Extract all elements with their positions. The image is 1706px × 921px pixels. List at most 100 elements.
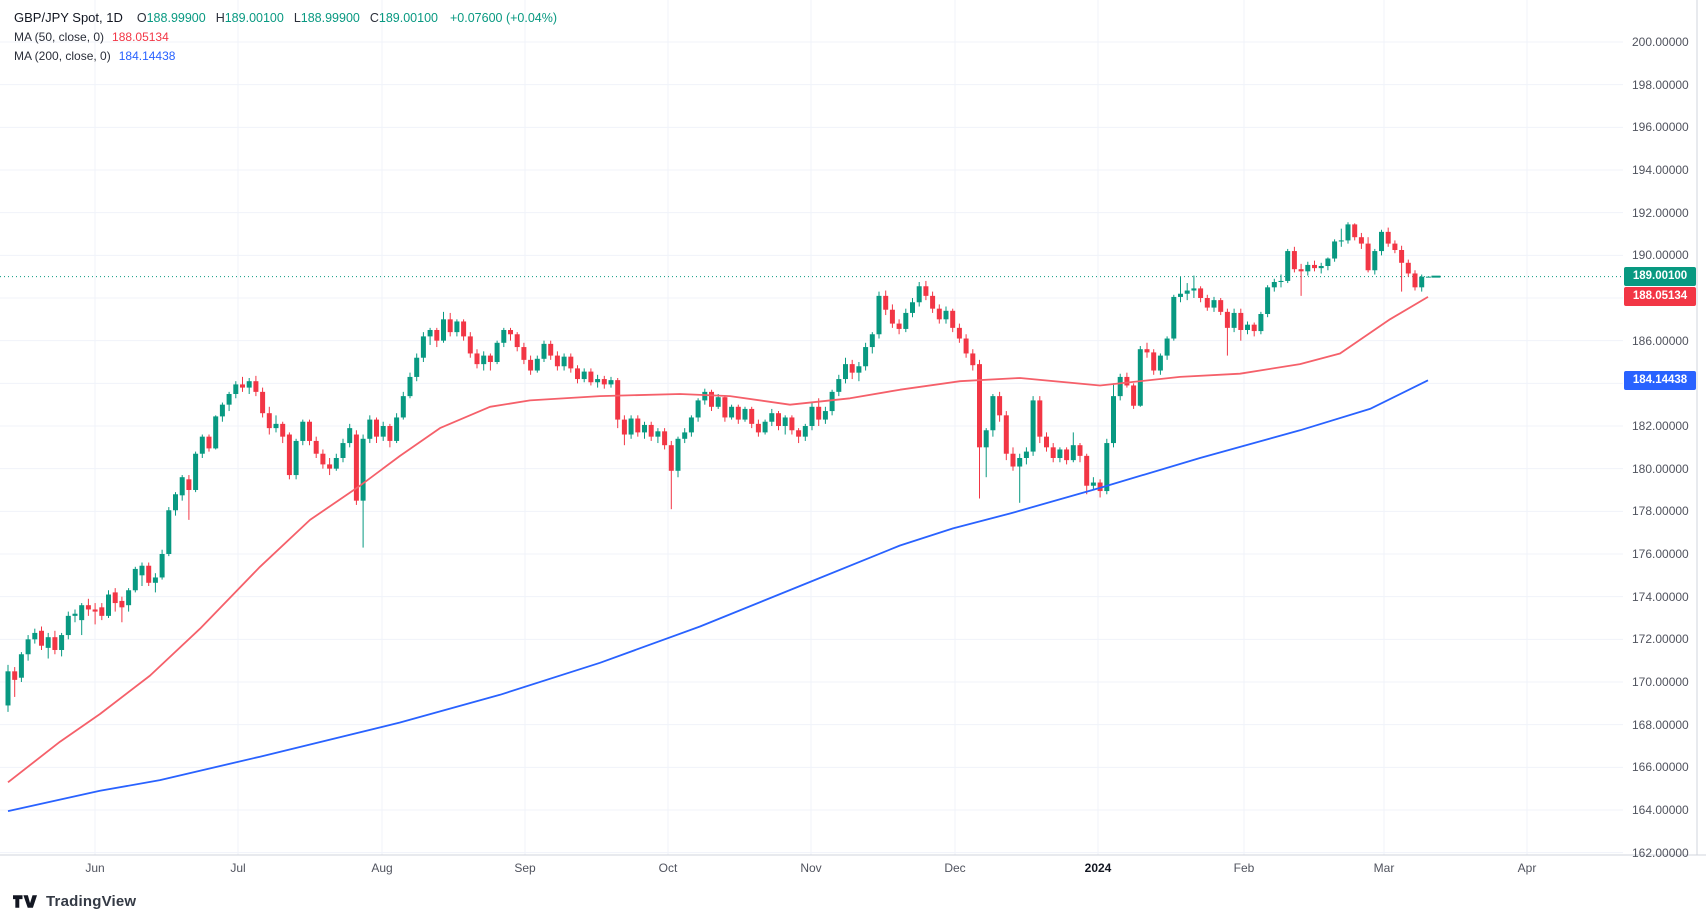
candle-body (910, 302, 915, 313)
candle-body (434, 329, 440, 341)
price-axis-label: 196.00000 (1632, 120, 1689, 135)
candle-body (441, 319, 446, 341)
candle-body (226, 393, 232, 405)
candle-body (1057, 449, 1063, 458)
candle-body (575, 368, 580, 380)
candle-body (983, 430, 989, 448)
candle-body (1399, 249, 1405, 263)
candle-body (749, 408, 755, 424)
tradingview-attribution[interactable]: TradingView (13, 893, 136, 910)
candle-body (816, 406, 822, 420)
candle-body (1258, 313, 1264, 332)
candle-body (1352, 224, 1358, 238)
candle-body (1245, 324, 1250, 330)
candle-body (327, 464, 333, 469)
candle-body (1064, 449, 1070, 461)
ma200-label: MA (200, close, 0) (14, 48, 111, 63)
candle-body (25, 639, 31, 655)
candle-body (1365, 243, 1371, 271)
ohlc-close: C189.00100 (369, 10, 438, 25)
candle-body (219, 404, 225, 417)
candle-body (568, 356, 574, 369)
candle-body (307, 421, 312, 441)
candle-body (541, 343, 547, 359)
candle-body (997, 396, 1003, 416)
candle-body (112, 592, 118, 604)
candle-body (561, 356, 567, 367)
legend-ma50-row[interactable]: MA (50, close, 0) 188.05134 (14, 27, 557, 46)
price-axis-label: 190.00000 (1632, 248, 1689, 263)
candle-body (1218, 300, 1224, 312)
candle-body (1090, 482, 1096, 486)
time-axis-label: Nov (800, 861, 822, 875)
candle-body (333, 457, 339, 469)
candle-body (829, 391, 835, 412)
candle-body (501, 329, 507, 343)
candle-body (1137, 349, 1143, 406)
candle-body (1044, 436, 1049, 448)
candle-body (1298, 269, 1304, 272)
candle-body (1131, 385, 1137, 406)
candle-body (1211, 300, 1217, 308)
candle-body (467, 336, 473, 354)
ma50-label: MA (50, close, 0) (14, 29, 105, 44)
candle-body (1285, 251, 1291, 281)
ma200-line (7, 379, 1429, 812)
candle-body (776, 413, 781, 426)
candle-body (1332, 241, 1338, 259)
candle-body (796, 430, 802, 437)
candle-body (615, 380, 621, 420)
candle-body (1231, 312, 1237, 328)
candle-body (1037, 400, 1043, 437)
time-axis-label: Apr (1517, 861, 1537, 875)
time-axis[interactable]: Jun Jul Aug Sep Oct Nov Dec 2024 Feb Mar Apr (0, 855, 1706, 883)
candle-body (1204, 297, 1210, 308)
candle-body (843, 364, 848, 380)
price-badge: 188.05134 (1624, 287, 1696, 307)
candle-body (1023, 451, 1029, 458)
price-axis-label: 186.00000 (1632, 333, 1689, 348)
candle-body (1405, 262, 1411, 274)
price-badge: 184.14438 (1624, 370, 1696, 390)
candle-body (809, 406, 815, 426)
price-axis-label: 168.00000 (1632, 717, 1689, 732)
legend-symbol-row[interactable]: GBP/JPY Spot, 1D O188.99900 H189.00100 L… (14, 8, 557, 27)
candle-body (1077, 445, 1083, 456)
candle-body (856, 366, 862, 373)
time-axis-label: Jul (230, 861, 246, 875)
candle-body (1030, 400, 1036, 452)
time-axis-label: 2024 (1084, 861, 1112, 875)
candle-body (52, 637, 58, 650)
candle-body (528, 359, 534, 371)
price-axis[interactable]: 200.00000 198.00000 196.00000 194.00000 192.… (1623, 0, 1706, 860)
candle-body (863, 347, 869, 367)
candle-body (1184, 290, 1190, 294)
price-axis-label: 182.00000 (1632, 418, 1689, 433)
candle-body (246, 381, 252, 388)
candle-body (280, 423, 286, 437)
ohlc-high: H189.00100 (215, 10, 284, 25)
candle-body (139, 565, 145, 576)
ohlc-low: L188.99900 (293, 10, 360, 25)
candle-body (427, 329, 433, 337)
candle-body (233, 384, 239, 394)
candle-body (682, 432, 688, 439)
candle-body (595, 379, 601, 383)
legend-ma200-row[interactable]: MA (200, close, 0) 184.14438 (14, 46, 557, 65)
candle-body (340, 443, 346, 458)
candle-body (487, 355, 493, 362)
candle-body (1084, 455, 1090, 486)
candle-body (179, 477, 185, 496)
candle-body (1104, 443, 1110, 492)
candle-body (601, 379, 607, 385)
candle-body (642, 424, 647, 433)
candle-body (72, 613, 78, 616)
candle-body (400, 396, 406, 418)
price-badge: 189.00100 (1624, 267, 1696, 287)
candle-body (353, 434, 359, 501)
candle-body (132, 568, 138, 591)
candle-body (45, 637, 51, 648)
symbol-title: GBP/JPY Spot, 1D (14, 10, 123, 25)
price-axis-label: 198.00000 (1632, 77, 1689, 92)
